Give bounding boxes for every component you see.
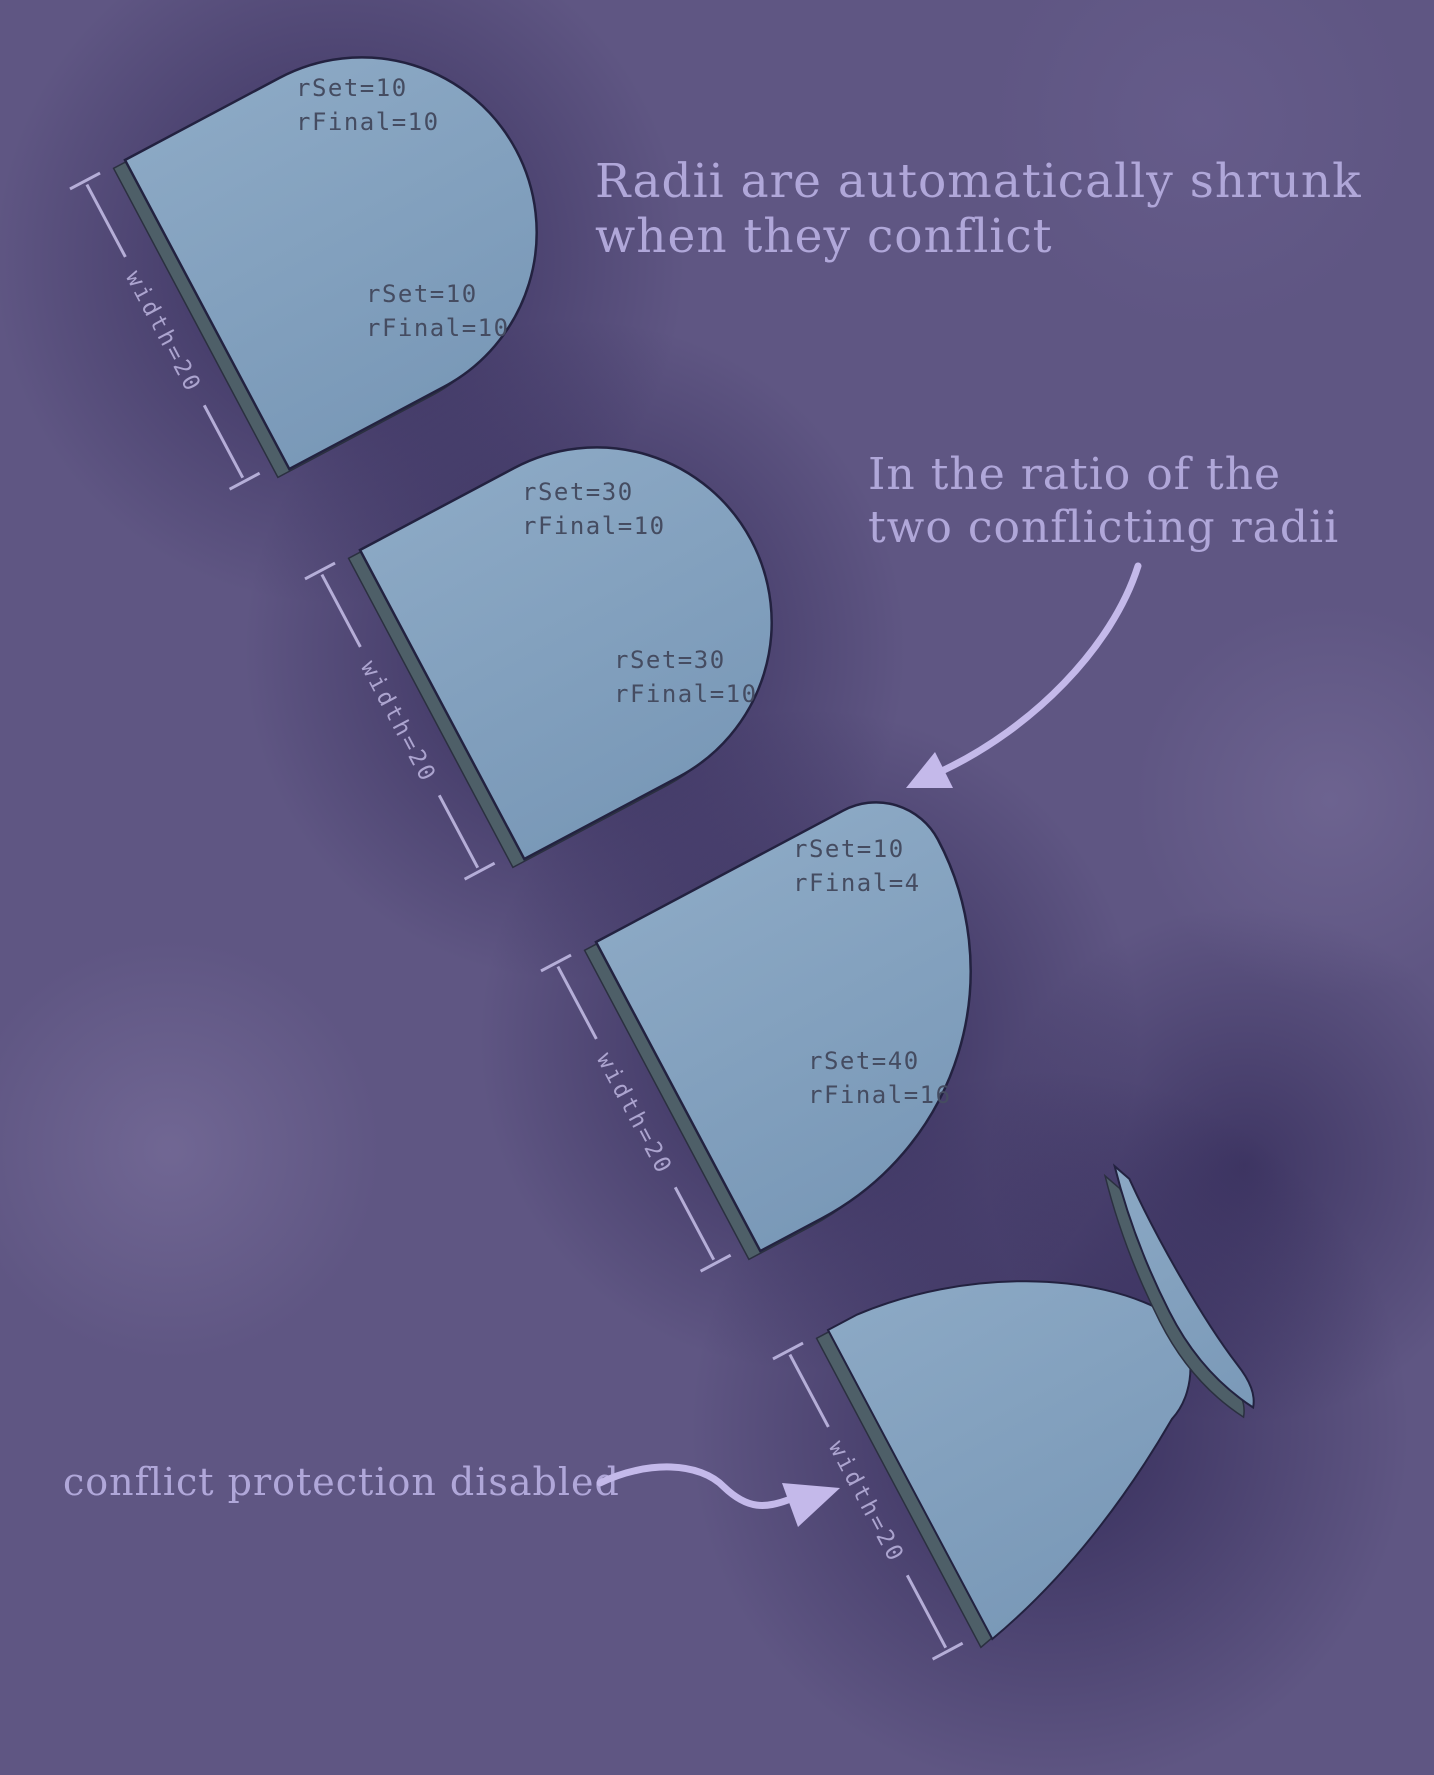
shape-1-group: width=20 rSet=10 rFinal=10 rSet=10 rFina…: [69, 56, 538, 491]
shape-4-group: width=20: [772, 1163, 1255, 1661]
dimension-segment: [673, 1186, 716, 1261]
shape-1-face: [123, 56, 538, 471]
disabled-arrow-curve: [596, 1463, 792, 1509]
dimension-tick: [931, 1641, 964, 1661]
wavy-arrow-right-icon: [596, 1463, 840, 1527]
dimension-segment: [437, 794, 480, 869]
ratio-note-line2: two conflicting radii: [868, 502, 1339, 553]
title-line1: Radii are automatically shrunk: [595, 154, 1362, 209]
shape-1-top-label-line2: rFinal=10: [296, 108, 440, 136]
dimension-segment: [85, 183, 127, 258]
shape-4-overshoot-sliver: [1112, 1163, 1255, 1410]
shape-3-top-label-line1: rSet=10: [793, 835, 905, 863]
dimension-tick: [540, 953, 572, 973]
ratio-arrowhead: [906, 752, 953, 788]
disabled-note-block: conflict protection disabled: [63, 1460, 620, 1504]
dimension-tick: [772, 1341, 804, 1361]
disabled-arrowhead: [782, 1483, 840, 1527]
shape-2-group: width=20 rSet=30 rFinal=10 rSet=30 rFina…: [304, 446, 773, 881]
dimension-tick: [228, 471, 261, 491]
dimension-segment: [320, 573, 362, 648]
shape-2-face: [358, 446, 773, 861]
shape-3-group: width=20 rSet=10 rFinal=4 rSet=40 rFinal…: [540, 801, 972, 1273]
shape-2-top-label-line2: rFinal=10: [522, 512, 666, 540]
dimension-segment: [202, 404, 245, 479]
shape-3-bottom-label-line1: rSet=40: [808, 1047, 920, 1075]
shape-4-face: [826, 1280, 1192, 1641]
shape-2-bottom-label-line1: rSet=30: [614, 646, 726, 674]
dimension-tick: [463, 861, 496, 881]
shape-1-bottom-label-line2: rFinal=10: [366, 314, 510, 342]
dimension-tick: [304, 561, 336, 581]
shape-2-top-label-line1: rSet=30: [522, 478, 634, 506]
curved-arrow-down-left-icon: [906, 562, 1142, 788]
shape-1-bottom-label-line1: rSet=10: [366, 280, 478, 308]
dimension-segment: [788, 1353, 830, 1428]
ratio-arrow-curve: [940, 562, 1142, 774]
ratio-note-block: In the ratio of the two conflicting radi…: [868, 449, 1339, 553]
shape-3-bottom-label-line2: rFinal=16: [808, 1081, 952, 1109]
disabled-note-text: conflict protection disabled: [63, 1460, 620, 1504]
dimension-tick: [699, 1253, 732, 1273]
dimension-tick: [69, 171, 101, 191]
dimension-segment: [556, 965, 598, 1040]
shape-3-top-label-line2: rFinal=4: [793, 869, 921, 897]
ratio-note-line1: In the ratio of the: [868, 449, 1281, 500]
title-line2: when they conflict: [595, 209, 1053, 264]
shape-2-bottom-label-line2: rFinal=10: [614, 680, 758, 708]
shape-3-face: [594, 801, 972, 1253]
title-block: Radii are automatically shrunk when they…: [595, 154, 1362, 264]
shape-1-top-label-line1: rSet=10: [296, 74, 408, 102]
dimension-segment: [905, 1574, 948, 1649]
